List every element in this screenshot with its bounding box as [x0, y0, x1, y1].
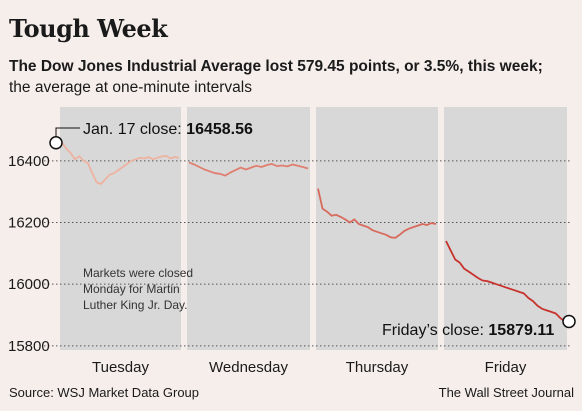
day-panel-tuesday [60, 107, 181, 350]
x-day-label-tuesday: Tuesday [92, 359, 149, 376]
chart-subtitle-detail: the average at one-minute intervals [9, 79, 252, 96]
y-tick-label-16200: 16200 [8, 215, 50, 232]
closed-note-line-1: Markets were closed [83, 266, 193, 280]
chart-title: Tough Week [9, 14, 168, 43]
series-line-wednesday [188, 161, 309, 177]
closed-note-line-3: Luther King Jr. Day. [83, 298, 188, 312]
series-line-thursday [317, 188, 437, 239]
x-day-label-wednesday: Wednesday [209, 359, 288, 376]
y-tick-label-16000: 16000 [8, 276, 50, 293]
source-note: Source: WSJ Market Data Group [9, 385, 200, 400]
end-marker [562, 314, 576, 329]
y-tick-label-16400: 16400 [8, 153, 50, 170]
day-panel-friday [444, 107, 567, 350]
start-callout: Jan. 17 close: 16458.56 [83, 121, 253, 138]
x-day-label-thursday: Thursday [346, 359, 409, 376]
day-panel-wednesday [187, 107, 310, 350]
credit-note: The Wall Street Journal [438, 385, 574, 400]
end-callout: Friday’s close: 15879.11 [382, 322, 554, 339]
series-line-tuesday [61, 142, 180, 185]
chart-subtitle: The Dow Jones Industrial Average lost 57… [9, 58, 543, 75]
closed-note-line-2: Monday for Martin [83, 282, 180, 296]
series-line-friday [445, 240, 566, 323]
start-leader [55, 127, 80, 137]
dow-line-chart: 15800 16000 16200 16400 Tuesday Wednesday Thur… [8, 107, 576, 376]
start-marker [49, 136, 63, 150]
day-panel-thursday [316, 107, 438, 350]
x-day-label-friday: Friday [485, 359, 527, 376]
y-tick-label-15800: 15800 [8, 338, 50, 355]
